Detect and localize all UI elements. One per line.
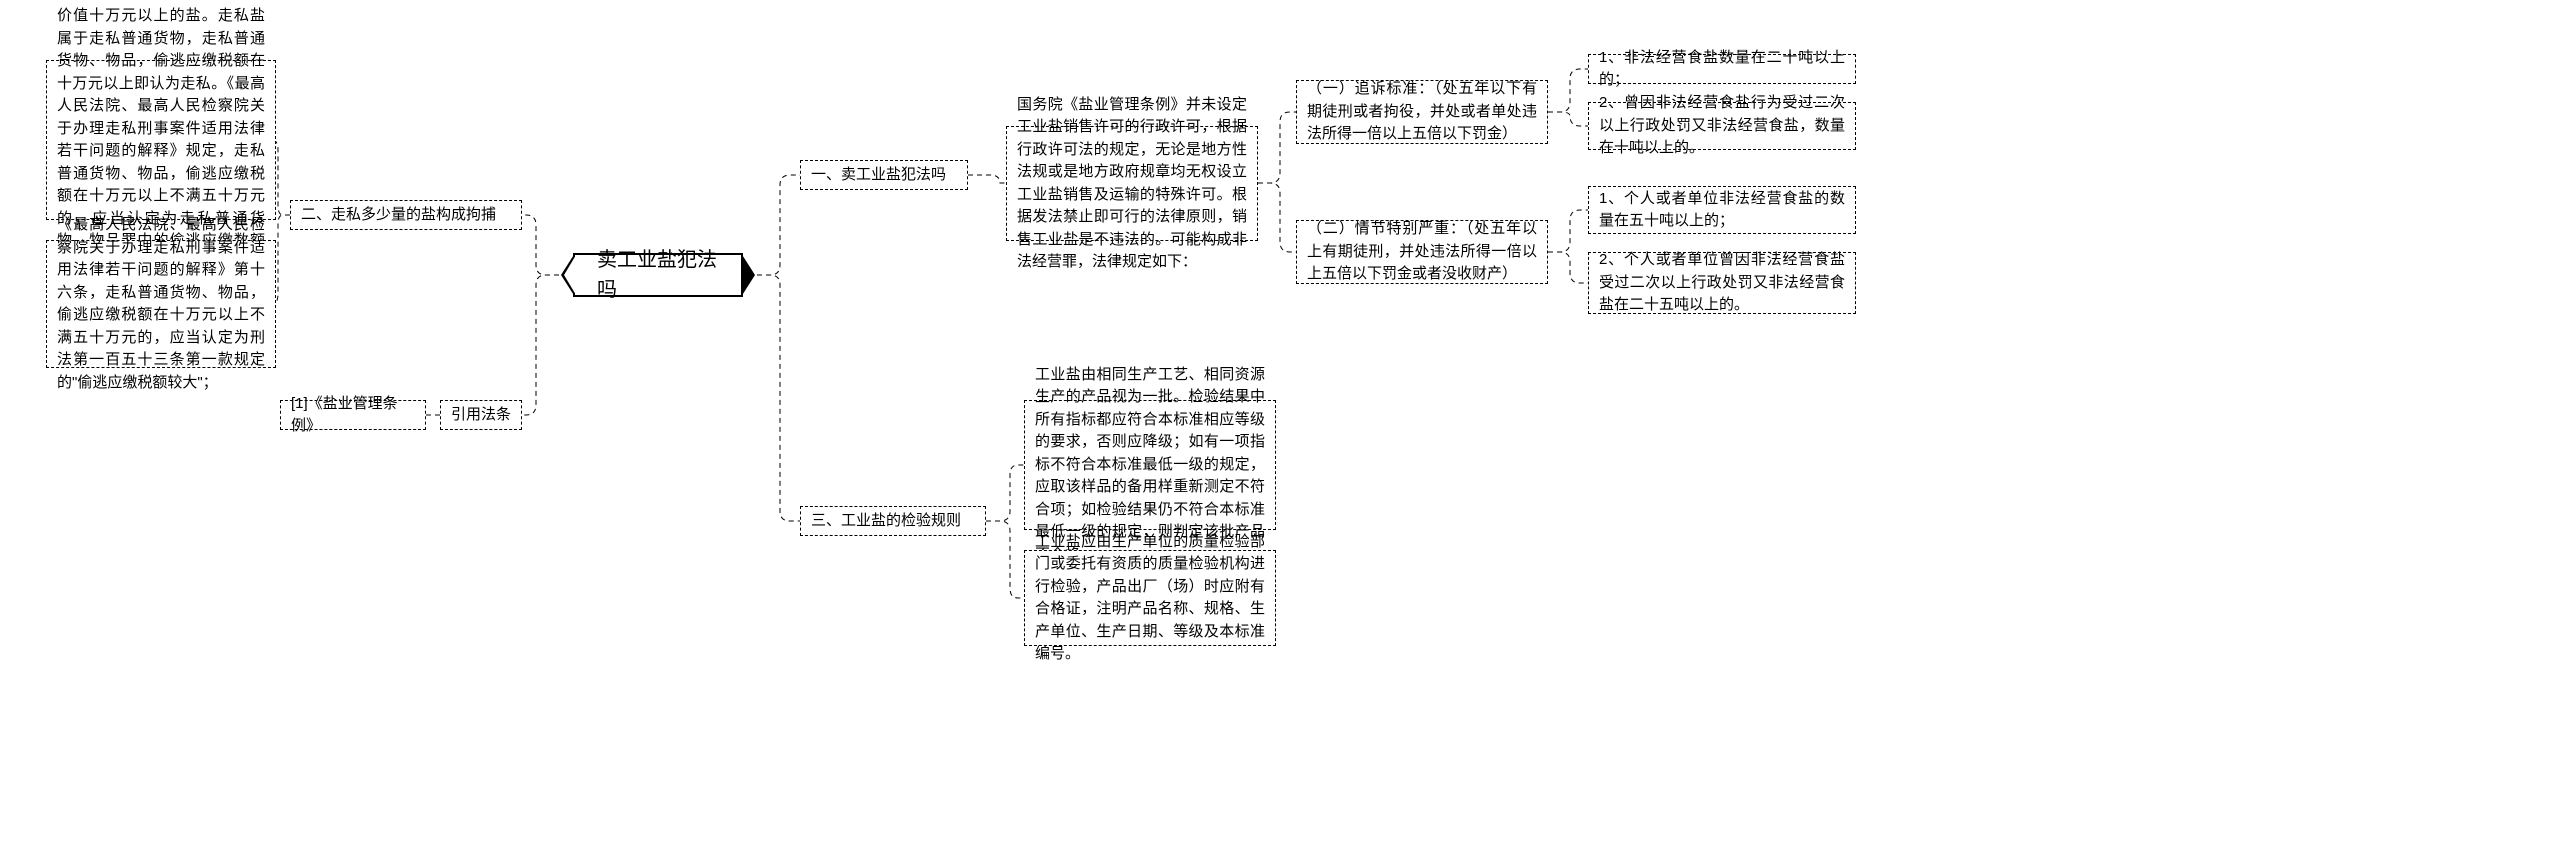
branch-1-sub2-leaf-2-text: 2、个人或者单位曾因非法经营食盐受过二次以上行政处罚又非法经营食盐在二十五吨以上… <box>1599 249 1845 317</box>
branch-1-sub2-leaf-1: 1、个人或者单位非法经营食盐的数量在五十吨以上的； <box>1588 186 1856 234</box>
branch-ref[interactable]: 引用法条 <box>440 400 522 430</box>
branch-3-label: 三、工业盐的检验规则 <box>811 510 961 533</box>
branch-1-body: 国务院《盐业管理条例》并未设定工业盐销售许可的行政许可，根据行政许可法的规定，无… <box>1006 126 1258 241</box>
branch-1-body-text: 国务院《盐业管理条例》并未设定工业盐销售许可的行政许可，根据行政许可法的规定，无… <box>1017 94 1247 274</box>
branch-2-label: 二、走私多少量的盐构成拘捕 <box>301 204 496 227</box>
branch-1-sub1-leaf-2-text: 2、曾因非法经营食盐行为受过二次以上行政处罚又非法经营食盐，数量在十吨以上的。 <box>1599 92 1845 160</box>
branch-ref-leaf-1: [1]《盐业管理条例》 <box>280 400 426 430</box>
branch-3-leaf-2-text: 工业盐应由生产单位的质量检验部门或委托有资质的质量检验机构进行检验，产品出厂（场… <box>1035 531 1265 666</box>
branch-2[interactable]: 二、走私多少量的盐构成拘捕 <box>290 200 522 230</box>
branch-1-sub2: （二）情节特别严重：（处五年以上有期徒刑，并处违法所得一倍以上五倍以下罚金或者没… <box>1296 220 1548 284</box>
branch-3-leaf-2: 工业盐应由生产单位的质量检验部门或委托有资质的质量检验机构进行检验，产品出厂（场… <box>1024 550 1276 646</box>
branch-1-sub1-leaf-1-text: 1、非法经营食盐数量在二十吨以上的； <box>1599 47 1845 92</box>
branch-1-sub2-leaf-2: 2、个人或者单位曾因非法经营食盐受过二次以上行政处罚又非法经营食盐在二十五吨以上… <box>1588 252 1856 314</box>
branch-1-sub1-leaf-2: 2、曾因非法经营食盐行为受过二次以上行政处罚又非法经营食盐，数量在十吨以上的。 <box>1588 102 1856 150</box>
branch-1-sub1-text: （一）追诉标准：（处五年以下有期徒刑或者拘役，并处或者单处违法所得一倍以上五倍以… <box>1307 78 1537 146</box>
branch-1-sub2-leaf-1-text: 1、个人或者单位非法经营食盐的数量在五十吨以上的； <box>1599 188 1845 233</box>
branch-2-leaf-1: 价值十万元以上的盐。走私盐属于走私普通货物，走私普通货物、物品，偷逃应缴税额在十… <box>46 60 276 220</box>
branch-1-sub1: （一）追诉标准：（处五年以下有期徒刑或者拘役，并处或者单处违法所得一倍以上五倍以… <box>1296 80 1548 144</box>
branch-1-sub2-text: （二）情节特别严重：（处五年以上有期徒刑，并处违法所得一倍以上五倍以下罚金或者没… <box>1307 218 1537 286</box>
branch-ref-leaf-1-text: [1]《盐业管理条例》 <box>291 393 415 438</box>
root-label: 卖工业盐犯法吗 <box>597 245 719 305</box>
branch-1[interactable]: 一、卖工业盐犯法吗 <box>800 160 968 190</box>
branch-3[interactable]: 三、工业盐的检验规则 <box>800 506 986 536</box>
branch-1-sub1-leaf-1: 1、非法经营食盐数量在二十吨以上的； <box>1588 54 1856 84</box>
branch-ref-label: 引用法条 <box>451 404 511 427</box>
branch-1-label: 一、卖工业盐犯法吗 <box>811 164 946 187</box>
branch-3-leaf-1: 工业盐由相同生产工艺、相同资源生产的产品视为一批。检验结果中所有指标都应符合本标… <box>1024 400 1276 530</box>
mindmap-canvas: 卖工业盐犯法吗 二、走私多少量的盐构成拘捕 价值十万元以上的盐。走私盐属于走私普… <box>0 0 2560 858</box>
branch-2-leaf-2-text: 《最高人民法院、最高人民检察院关于办理走私刑事案件适用法律若干问题的解释》第十六… <box>57 214 265 394</box>
root-node[interactable]: 卖工业盐犯法吗 <box>573 253 743 297</box>
branch-2-leaf-2: 《最高人民法院、最高人民检察院关于办理走私刑事案件适用法律若干问题的解释》第十六… <box>46 240 276 368</box>
